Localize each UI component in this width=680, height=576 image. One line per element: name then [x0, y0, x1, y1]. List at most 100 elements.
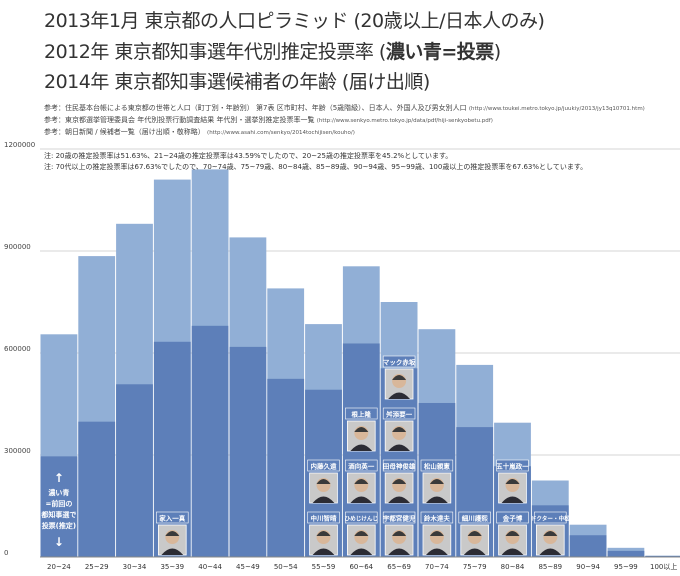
candidate-portrait-hair-icon-9 [316, 531, 331, 536]
x-tick-label-85~89: 85~89 [538, 563, 562, 571]
candidate-portrait-suit-icon-4 [350, 496, 373, 503]
x-tick-label-65~69: 65~69 [387, 563, 411, 571]
y-tick-label-0: 0 [4, 549, 8, 557]
candidate-label-box-13 [458, 511, 491, 524]
note-2: 注: 70代以上の推定投票率は67.63%でしたので、70~74歳、75~79歳… [44, 162, 587, 171]
voted-bar-20~24 [40, 456, 78, 557]
candidate-12: 鈴木達夫 [420, 511, 454, 556]
candidate-portrait-suit-icon-14 [501, 548, 524, 555]
reference-2-url: (http://www.senkyo.metro.tokyo.jp/data/p… [316, 118, 493, 124]
side-label-line-0: 濃い青 [48, 488, 69, 497]
candidate-6: 松山親憲 [420, 459, 454, 504]
x-tick-label-50~54: 50~54 [274, 563, 298, 571]
side-label-line-3: 投票(推定) [42, 521, 76, 530]
candidate-portrait-hair-icon-14 [505, 531, 520, 536]
voted-bar-45~49 [229, 346, 267, 557]
candidate-portrait-hair-icon-15 [543, 531, 558, 536]
x-tick-label-80~84: 80~84 [501, 563, 525, 571]
candidate-name-9: 中川智晴 [311, 513, 338, 522]
voted-bar-40~44 [191, 325, 229, 557]
voted-bar-50~54 [267, 378, 305, 557]
x-tick-label-30~34: 30~34 [123, 563, 147, 571]
candidate-portrait-hair-icon-0 [392, 375, 407, 380]
candidate-2: 舛添要一 [382, 407, 416, 452]
side-label-line-2: 都知事選で [40, 510, 76, 519]
candidate-14: 金子博 [496, 511, 529, 556]
y-tick-label-3: 900000 [4, 243, 31, 251]
candidate-portrait-suit-icon-11 [388, 548, 410, 555]
candidate-label-box-9 [307, 511, 340, 524]
candidate-name-1: 根上隆 [352, 409, 372, 418]
candidate-portrait-hair-icon-6 [429, 479, 444, 484]
candidate-11: 宇都宮健児 [383, 511, 416, 556]
x-tick-label-55~59: 55~59 [312, 563, 336, 571]
title-line-2: 2012年 東京都知事選年代別推定投票率 (濃い青=投票) [44, 37, 501, 64]
candidate-label-box-15 [534, 511, 567, 524]
x-tick-label-75~79: 75~79 [463, 563, 487, 571]
candidate-9: 中川智晴 [307, 511, 340, 556]
candidate-portrait-suit-icon-2 [388, 444, 410, 451]
side-label-arrow-up: ↑ [54, 471, 64, 485]
candidate-portrait-suit-icon-9 [312, 548, 335, 555]
candidate-portrait-suit-icon-3 [312, 496, 335, 503]
voted-bar-25~29 [78, 421, 116, 557]
title-line-1: 2013年1月 東京都の人口ピラミッド (20歳以上/日本人のみ) [44, 10, 545, 32]
candidate-0: マック赤坂 [382, 355, 416, 400]
candidate-portrait-suit-icon-7 [501, 496, 524, 503]
candidate-portrait-hair-icon-2 [392, 427, 407, 432]
candidate-1: 根上隆 [345, 407, 378, 452]
candidate-name-6: 松山親憲 [424, 461, 451, 470]
candidate-name-2: 舛添要一 [386, 409, 413, 418]
candidate-label-box-5 [382, 459, 416, 472]
candidate-label-box-1 [345, 407, 378, 420]
candidate-portrait-suit-icon-1 [350, 444, 373, 451]
x-axis-ticks: 20~24 25~29 30~34 35~39 40~44 45~49 50~54 55~59… [47, 562, 677, 571]
candidate-name-12: 鈴木達夫 [424, 513, 451, 522]
candidate-label-box-0 [382, 355, 416, 368]
reference-2-text: 参考：東京都選挙管理委員会 年代別投票行動調査結果 年代別・選挙別推定投票率一覧 [44, 116, 315, 124]
candidate-name-15: ドクター・中松 [531, 514, 570, 522]
candidate-5: 田母神俊雄 [382, 459, 416, 504]
candidate-label-box-12 [420, 511, 454, 524]
candidate-name-13: 細川護熙 [462, 513, 489, 522]
candidate-10: ひめじけんじ [345, 511, 379, 556]
candidate-portrait-suit-icon-6 [426, 496, 448, 503]
y-tick-label-2: 600000 [4, 345, 31, 353]
y-tick-label-1: 300000 [4, 447, 31, 455]
x-tick-label-90~94: 90~94 [576, 563, 600, 571]
reference-3-url: (http://www.asahi.com/senkyo/2014tochiji… [207, 130, 355, 136]
candidate-name-10: ひめじけんじ [345, 514, 379, 522]
y-tick-label-4: 1200000 [4, 141, 35, 149]
candidate-name-3: 内藤久遠 [311, 461, 338, 470]
x-tick-label-60~64: 60~64 [349, 563, 373, 571]
candidate-4: 酒向英一 [345, 459, 378, 504]
candidate-name-4: 酒向英一 [348, 461, 375, 470]
candidate-8: 家入一真 [156, 511, 189, 556]
title-line-2-emphasis: 濃い青=投票 [385, 41, 494, 63]
note-1: 注: 20歳の推定投票率は51.63%、21~24歳の推定投票率は43.59%で… [44, 151, 452, 160]
y-axis-ticks: 0 300000 600000 900000 1200000 [4, 141, 35, 557]
title-line-2-suffix: ) [493, 41, 501, 63]
candidate-portrait-suit-icon-5 [388, 496, 410, 503]
candidate-label-box-10 [345, 511, 378, 524]
candidate-portrait-hair-icon-5 [392, 479, 407, 484]
candidate-portrait-hair-icon-3 [316, 479, 331, 484]
x-tick-label-40~44: 40~44 [198, 563, 222, 571]
candidate-label-box-2 [382, 407, 416, 420]
candidate-name-8: 家入一真 [159, 513, 186, 522]
candidate-portrait-hair-icon-8 [165, 531, 180, 536]
voted-bar-95~99 [607, 550, 645, 557]
title-line-2-prefix: 2012年 東京都知事選年代別推定投票率 ( [44, 41, 386, 63]
reference-3-text: 参考：朝日新聞 / 候補者一覧（届け出順・敬称略） [44, 128, 205, 136]
reference-1-url: (http://www.toukei.metro.tokyo.jp/juukiy… [468, 106, 645, 112]
voted-bar-90~94 [569, 535, 607, 557]
x-tick-label-95~99: 95~99 [614, 563, 638, 571]
candidate-portrait-hair-icon-4 [354, 479, 369, 484]
voted-bar-100以上 [645, 555, 680, 557]
candidate-portrait-suit-icon-0 [388, 392, 410, 399]
candidate-portrait-hair-icon-10 [354, 531, 369, 536]
candidate-portrait-suit-icon-13 [463, 548, 486, 555]
candidate-13: 細川護熙 [458, 511, 491, 556]
